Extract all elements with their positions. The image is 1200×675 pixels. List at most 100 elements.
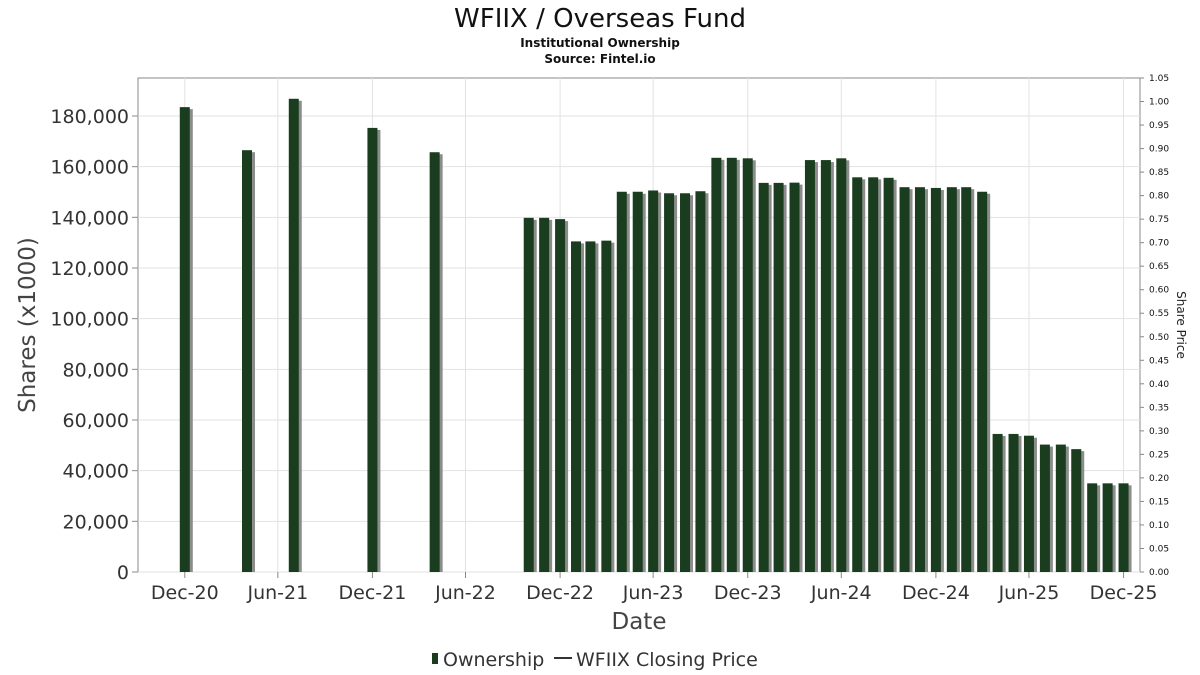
y2-tick-label: 0.95 [1149, 121, 1169, 131]
y2-tick-label: 0.10 [1149, 521, 1169, 531]
bar[interactable] [789, 182, 803, 573]
bar[interactable] [868, 177, 882, 572]
x-tick-label: Dec-22 [526, 582, 594, 604]
y-axis-label: Shares (x1000) [15, 237, 41, 413]
bar[interactable] [1008, 433, 1022, 572]
y2-tick-label: 0.20 [1149, 474, 1169, 484]
bar-fill [1023, 435, 1034, 572]
bar-fill [946, 187, 957, 573]
y2-tick-label: 0.25 [1149, 450, 1169, 460]
bar[interactable] [711, 157, 725, 573]
bar-fill [571, 241, 582, 572]
bar[interactable] [977, 191, 991, 572]
bar-fill [1008, 433, 1019, 572]
bar-fill [883, 177, 894, 572]
bar-fill [1055, 444, 1066, 572]
bar[interactable] [616, 191, 630, 572]
bar[interactable] [773, 182, 787, 572]
bar[interactable] [179, 107, 193, 572]
y2-tick-label: 0.35 [1149, 403, 1169, 413]
y-tick-label: 40,000 [63, 461, 129, 483]
bar-fill [1118, 483, 1129, 572]
bar[interactable] [836, 158, 850, 572]
y2-tick-label: 0.40 [1149, 380, 1169, 390]
y-tick-label: 60,000 [63, 410, 129, 432]
bar-fill [1039, 444, 1050, 572]
bar-fill [601, 240, 612, 572]
bar[interactable] [695, 191, 709, 573]
x-tick-label: Jun-25 [998, 582, 1060, 604]
bar-fill [914, 187, 925, 573]
x-tick-label: Jun-22 [434, 582, 496, 604]
legend-swatch-ownership [432, 653, 438, 664]
x-tick-label: Dec-21 [339, 582, 407, 604]
bar[interactable] [930, 187, 944, 573]
bar-fill [789, 182, 800, 573]
bar[interactable] [961, 187, 975, 573]
x-tick-label: Jun-21 [246, 582, 308, 604]
bar[interactable] [726, 157, 740, 573]
bar[interactable] [1087, 483, 1101, 572]
bar-fill [836, 158, 847, 572]
bar[interactable] [1102, 483, 1116, 572]
bars-layer [179, 98, 1132, 573]
bar[interactable] [664, 193, 678, 572]
y2-tick-label: 0.90 [1149, 145, 1169, 155]
bar-fill [1102, 483, 1113, 572]
bar-fill [539, 217, 550, 572]
bar-fill [820, 160, 831, 572]
bar[interactable] [367, 127, 381, 572]
bar[interactable] [1055, 444, 1069, 572]
bar[interactable] [241, 150, 255, 572]
bar-fill [241, 150, 252, 572]
bar[interactable] [946, 187, 960, 573]
bar[interactable] [992, 433, 1006, 572]
bar[interactable] [555, 219, 569, 572]
y-tick-label: 140,000 [50, 207, 129, 229]
bar[interactable] [571, 241, 585, 572]
y-tick-label: 120,000 [50, 258, 129, 280]
bar[interactable] [523, 217, 537, 572]
bar[interactable] [1118, 483, 1132, 572]
bar[interactable] [804, 160, 818, 572]
bar[interactable] [648, 190, 662, 573]
bar-fill [648, 190, 659, 573]
y2-tick-label: 0.15 [1149, 497, 1169, 507]
bar-fill [695, 191, 706, 573]
bar[interactable] [585, 241, 599, 572]
bar[interactable] [1071, 449, 1085, 572]
bar-fill [664, 193, 675, 572]
y-axis: 0 20,000 40,000 60,000 80,000 100,000 120,000 1… [50, 106, 138, 584]
x-tick-label: Jun-23 [622, 582, 684, 604]
bar[interactable] [429, 152, 443, 572]
bar[interactable] [899, 187, 913, 573]
bar[interactable] [742, 158, 756, 572]
bar[interactable] [1039, 444, 1053, 572]
bar-fill [523, 217, 534, 572]
bar-fill [961, 187, 972, 573]
legend-item-ownership[interactable]: Ownership [432, 649, 544, 671]
y2-axis: 0.00 0.05 0.10 0.15 0.20 0.25 0.30 0.35 0.40 0.45… [1140, 74, 1169, 578]
bar[interactable] [539, 217, 553, 572]
bar[interactable] [680, 193, 694, 572]
bar-fill [555, 219, 566, 572]
legend-label-price: WFIIX Closing Price [576, 649, 758, 671]
bar[interactable] [820, 160, 834, 572]
bar[interactable] [632, 191, 646, 572]
chart-title: WFIIX / Overseas Fund [454, 4, 746, 34]
bar[interactable] [288, 98, 302, 573]
y2-tick-label: 1.05 [1149, 74, 1169, 84]
bar[interactable] [601, 240, 615, 572]
bar[interactable] [758, 182, 772, 572]
bar[interactable] [852, 177, 866, 572]
y2-tick-label: 0.55 [1149, 309, 1169, 319]
legend-item-price[interactable]: WFIIX Closing Price [554, 649, 758, 671]
y2-tick-label: 0.50 [1149, 333, 1169, 343]
bar[interactable] [914, 187, 928, 573]
bar[interactable] [1023, 435, 1037, 572]
bar[interactable] [883, 177, 897, 572]
y2-tick-label: 0.00 [1149, 568, 1169, 578]
chart-subtitle: Institutional Ownership [520, 36, 680, 50]
y2-tick-label: 0.70 [1149, 239, 1169, 249]
bar-fill [632, 191, 643, 572]
